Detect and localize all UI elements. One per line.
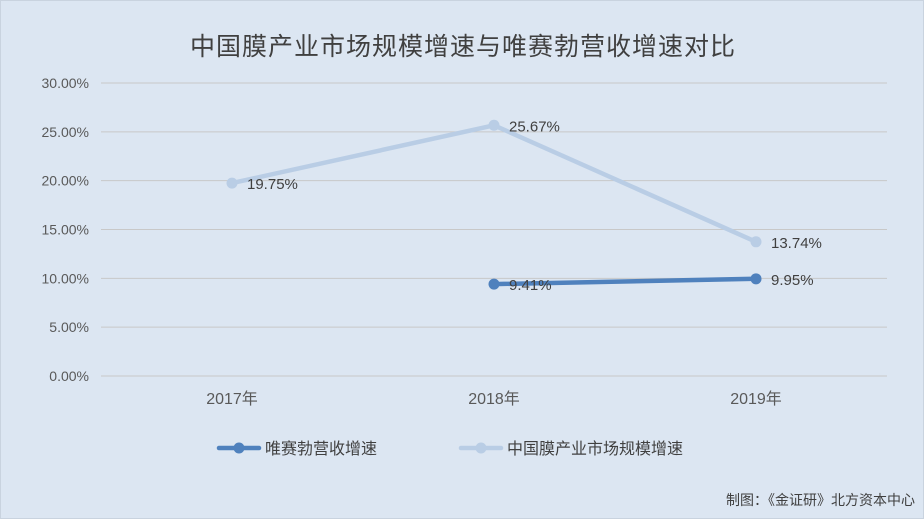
- legend-label: 中国膜产业市场规模增速: [507, 440, 683, 458]
- data-point: [750, 273, 762, 285]
- y-tick-label: 15.00%: [42, 222, 89, 238]
- data-point: [226, 177, 238, 189]
- legend-marker: [475, 442, 487, 454]
- data-label: 13.74%: [771, 235, 822, 252]
- y-tick-label: 10.00%: [42, 270, 89, 286]
- legend-marker: [233, 442, 245, 454]
- y-tick-label: 30.00%: [42, 75, 89, 91]
- data-point: [488, 119, 500, 131]
- y-tick-label: 5.00%: [49, 319, 89, 335]
- source-note: 制图：《金证研》北方资本中心: [726, 492, 915, 508]
- series-line-1: [491, 276, 759, 287]
- data-label: 25.67%: [509, 118, 560, 135]
- y-tick-label: 0.00%: [49, 368, 89, 384]
- y-tick-label: 20.00%: [42, 173, 89, 189]
- data-label: 9.41%: [509, 277, 552, 294]
- legend-label: 唯赛勃营收增速: [265, 439, 377, 458]
- x-tick-label: 2019年: [730, 390, 782, 408]
- data-point: [750, 236, 762, 248]
- data-label: 19.75%: [247, 176, 298, 193]
- data-label: 9.95%: [771, 272, 814, 289]
- x-tick-label: 2018年: [468, 390, 520, 408]
- chart-title: 中国膜产业市场规模增速与唯赛勃营收增速对比: [189, 33, 736, 61]
- y-tick-label: 25.00%: [42, 124, 89, 140]
- series-line-2: [229, 123, 759, 245]
- data-point: [488, 278, 500, 290]
- x-tick-label: 2017年: [206, 390, 258, 408]
